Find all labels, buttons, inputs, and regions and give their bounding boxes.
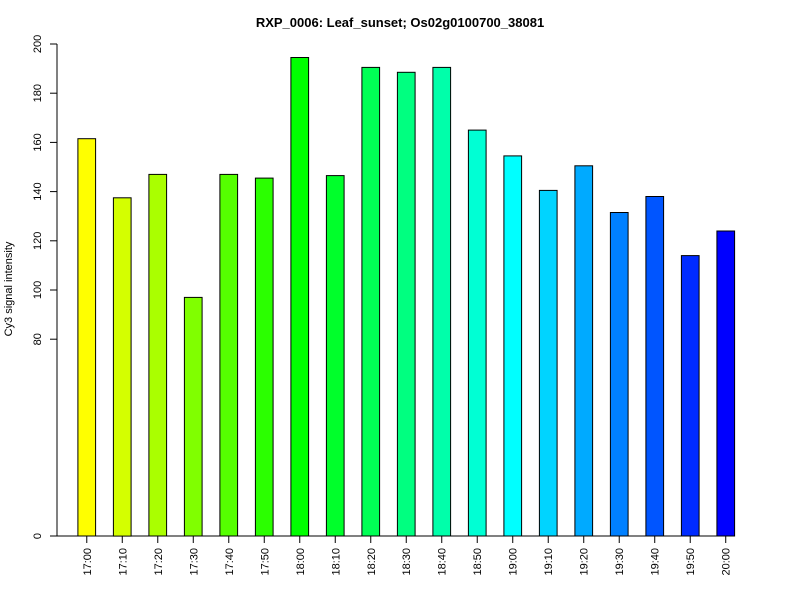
x-tick-label: 17:20 [153,548,165,576]
bars [77,57,736,537]
bar [432,66,452,537]
x-tick-label: 18:40 [437,548,449,576]
x-tick-label: 17:50 [259,548,271,576]
bar [219,173,239,537]
x-tick-label: 17:00 [82,548,94,576]
y-tick-label: 200 [32,35,44,53]
x-tick-label: 18:50 [472,548,484,576]
bar [538,189,558,537]
bar [77,138,97,537]
bar [716,230,736,537]
x-tick-label: 19:40 [650,548,662,576]
y-tick-label: 180 [32,84,44,102]
y-tick-label: 0 [32,533,44,539]
bar [645,196,665,537]
y-tick-label: 80 [32,333,44,345]
x-tick-label: 20:00 [721,548,733,576]
y-tick-label: 120 [32,232,44,250]
y-tick-label: 100 [32,281,44,299]
x-tick-label: 19:20 [579,548,591,576]
y-axis-label: Cy3 signal intensity [3,241,15,336]
bar [325,175,345,537]
bar [503,155,523,537]
x-tick-label: 18:00 [295,548,307,576]
bar [148,173,168,537]
chart-title: RXP_0006: Leaf_sunset; Os02g0100700_3808… [256,15,544,30]
y-tick-label: 140 [32,182,44,200]
x-tick-label: 19:10 [543,548,555,576]
bar [183,296,203,537]
bar [680,255,700,537]
x-tick-label: 19:00 [508,548,520,576]
x-tick-label: 18:30 [401,548,413,576]
y-axis: 0 80 100 120 140 160 180 200 [32,35,58,539]
y-tick-label: 160 [32,133,44,151]
x-tick-label: 19:50 [685,548,697,576]
bar [361,66,381,537]
bar [290,57,310,537]
bar [609,212,629,537]
x-tick-label: 18:20 [366,548,378,576]
x-tick-label: 17:40 [224,548,236,576]
bar [574,165,594,537]
x-tick-label: 19:30 [614,548,626,576]
bar [254,177,274,537]
x-tick-label: 18:10 [330,548,342,576]
x-tick-label: 17:10 [117,548,129,576]
x-axis: 17:00 17:10 17:20 17:30 17:40 17:50 18:00 18:10… [57,535,735,576]
bar [112,197,132,537]
x-tick-label: 17:30 [188,548,200,576]
bar [396,71,416,537]
bar [467,129,487,537]
